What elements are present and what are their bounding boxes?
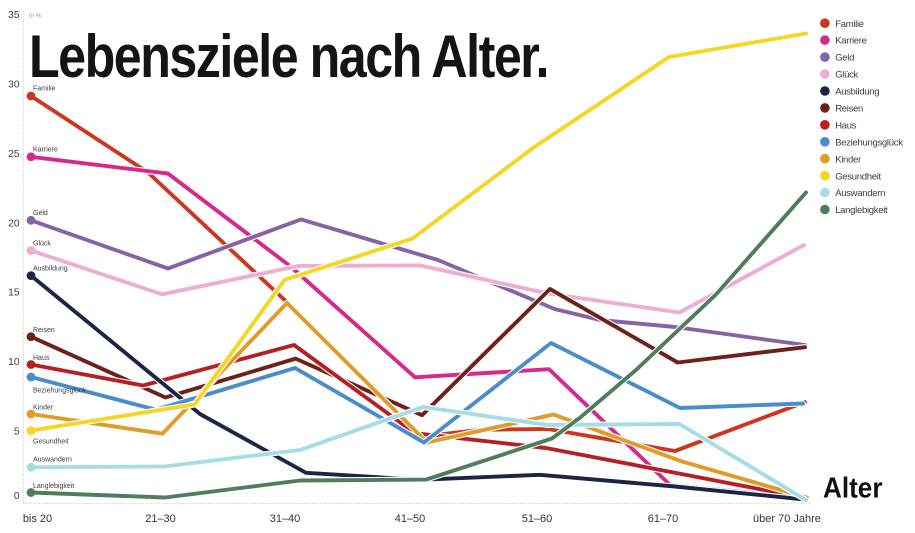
svg-text:über 70 Jahre: über 70 Jahre bbox=[753, 513, 821, 525]
svg-text:Familie: Familie bbox=[835, 19, 864, 30]
svg-text:41–50: 41–50 bbox=[395, 513, 426, 525]
svg-text:Kinder: Kinder bbox=[33, 405, 54, 412]
svg-text:Ausbildung: Ausbildung bbox=[835, 87, 879, 98]
svg-text:20: 20 bbox=[8, 218, 20, 229]
svg-text:61–70: 61–70 bbox=[648, 513, 679, 525]
svg-text:25: 25 bbox=[8, 149, 20, 160]
svg-text:Familie: Familie bbox=[33, 86, 56, 93]
svg-text:Beziehungsglück: Beziehungsglück bbox=[835, 137, 903, 148]
svg-text:Beziehungsglück: Beziehungsglück bbox=[33, 388, 86, 395]
svg-text:Reisen: Reisen bbox=[835, 104, 863, 115]
svg-text:Geld: Geld bbox=[33, 210, 48, 217]
svg-text:Karriere: Karriere bbox=[33, 147, 58, 154]
svg-text:Karriere: Karriere bbox=[835, 36, 866, 47]
svg-text:Gesundheit: Gesundheit bbox=[835, 171, 881, 182]
svg-text:Kinder: Kinder bbox=[835, 154, 861, 165]
svg-text:Glück: Glück bbox=[835, 70, 858, 81]
svg-text:0: 0 bbox=[14, 491, 20, 502]
svg-text:Gesundheit: Gesundheit bbox=[33, 439, 69, 446]
svg-text:Glück: Glück bbox=[33, 241, 51, 248]
svg-text:21–30: 21–30 bbox=[145, 513, 176, 525]
svg-text:31–40: 31–40 bbox=[270, 513, 301, 525]
svg-text:Auswandern: Auswandern bbox=[835, 188, 885, 199]
svg-text:Auswandern: Auswandern bbox=[33, 457, 72, 464]
svg-text:35: 35 bbox=[8, 10, 20, 21]
svg-text:bis 20: bis 20 bbox=[23, 513, 52, 525]
svg-text:Ausbildung: Ausbildung bbox=[33, 266, 68, 273]
svg-text:10: 10 bbox=[8, 357, 20, 368]
svg-text:Reisen: Reisen bbox=[33, 327, 55, 334]
svg-text:in %: in % bbox=[29, 13, 42, 20]
svg-text:Langlebigkeit: Langlebigkeit bbox=[835, 205, 888, 216]
svg-text:Lebensziele nach Alter.: Lebensziele nach Alter. bbox=[29, 22, 548, 90]
svg-text:Haus: Haus bbox=[835, 120, 857, 131]
svg-text:Langlebigkeit: Langlebigkeit bbox=[33, 483, 74, 490]
svg-text:Haus: Haus bbox=[33, 355, 50, 362]
svg-text:51–60: 51–60 bbox=[522, 513, 553, 525]
svg-text:5: 5 bbox=[14, 427, 20, 438]
svg-text:Alter: Alter bbox=[823, 472, 883, 504]
svg-text:15: 15 bbox=[8, 288, 20, 299]
svg-text:Geld: Geld bbox=[835, 53, 854, 64]
svg-text:30: 30 bbox=[8, 80, 20, 91]
